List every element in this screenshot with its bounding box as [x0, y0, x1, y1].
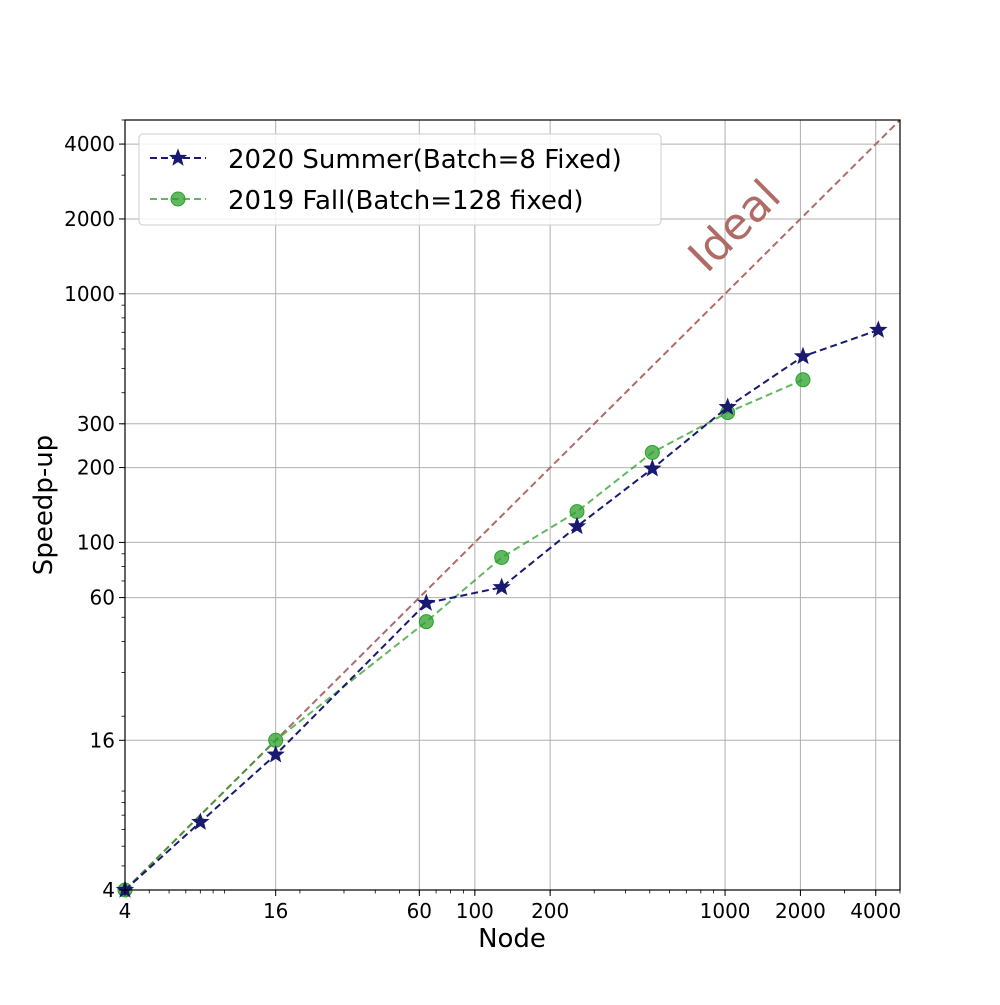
- y-tick-label: 1000: [64, 282, 115, 306]
- y-tick-label: 200: [77, 456, 115, 480]
- x-tick-label: 4: [119, 899, 132, 923]
- plot-frame: [124, 119, 901, 891]
- y-tick-label: 2000: [64, 207, 115, 231]
- circle-marker: [795, 372, 811, 388]
- legend-label: 2019 Fall(Batch=128 fixed): [228, 186, 584, 216]
- series-layer: [115, 320, 888, 898]
- y-tick-label: 60: [90, 586, 115, 610]
- x-tick-label: 100: [456, 899, 494, 923]
- x-tick-label: 200: [531, 899, 569, 923]
- legend-label: 2020 Summer(Batch=8 Fixed): [228, 145, 622, 175]
- y-tick-label: 4000: [64, 132, 115, 156]
- star-marker: [567, 516, 587, 535]
- x-tick-label: 16: [263, 899, 288, 923]
- y-tick-label: 300: [77, 412, 115, 436]
- circle-marker: [494, 549, 510, 565]
- star-marker: [492, 577, 511, 596]
- legend-box: [138, 133, 662, 226]
- circle-marker: [644, 444, 660, 460]
- x-tick-label: 60: [407, 899, 432, 923]
- star-marker: [793, 346, 813, 365]
- x-tick-label: 1000: [700, 899, 751, 923]
- series-line: [124, 378, 804, 891]
- x-tick-label: 2000: [775, 899, 826, 923]
- y-tick-label: 100: [77, 530, 115, 554]
- x-axis-label: Node: [478, 924, 546, 954]
- star-marker: [191, 812, 210, 830]
- x-tick-label: 4000: [850, 899, 901, 923]
- star-marker: [266, 745, 285, 763]
- star-marker: [869, 320, 888, 338]
- y-axis-label: Speedp-up: [29, 435, 59, 575]
- star-marker: [643, 459, 662, 477]
- legend-marker: [170, 191, 186, 207]
- circle-marker: [418, 614, 434, 630]
- y-tick-label: 16: [90, 728, 115, 752]
- star-marker: [718, 397, 737, 415]
- circle-marker: [569, 504, 585, 520]
- legend-marker: [168, 148, 188, 166]
- series-line: [124, 329, 879, 891]
- axis-ticks: 4 16 60 100 200 1000 2000 4000 4 16 60 100 200 300 100…: [64, 119, 901, 923]
- legend: 2020 Summer(Batch=8 Fixed) 2019 Fall(Batc…: [138, 133, 662, 226]
- star-marker: [417, 593, 436, 611]
- y-tick-label: 4: [102, 878, 115, 902]
